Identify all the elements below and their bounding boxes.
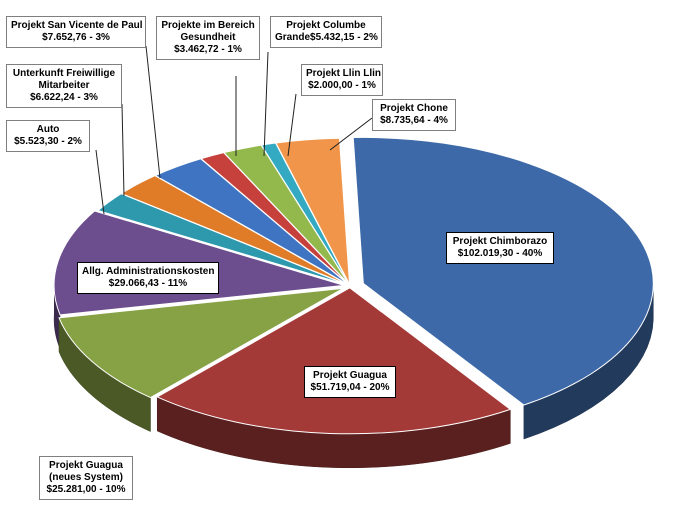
pie-sides bbox=[53, 280, 654, 469]
label-unterkunft-name: Unterkunft Freiwillige bbox=[12, 68, 116, 79]
label-llin-llin-value: $2.000,00 - 1% bbox=[308, 80, 376, 91]
label-guagua-neues-system: Projekt Guagua (neues System) $25.281,00… bbox=[39, 456, 133, 500]
label-admin-name: Allg. Administrationskosten bbox=[82, 266, 215, 277]
label-chimborazo-name: Projekt Chimborazo bbox=[452, 236, 548, 247]
label-unterkunft-value: $6.622,24 - 3% bbox=[30, 92, 98, 103]
leader-line bbox=[263, 51, 269, 157]
label-llin-llin-name: Projekt Llin Llin bbox=[306, 68, 382, 79]
pie-slice-projekt-chone bbox=[275, 137, 351, 285]
pie-slice-projekt-guagua-neues-system- bbox=[58, 287, 344, 399]
label-gesundheit-value: $3.462,72 - 1% bbox=[174, 44, 242, 55]
label-auto-value: $5.523,30 - 2% bbox=[14, 136, 82, 147]
label-guagua-neues-name: Projekt Guagua bbox=[49, 460, 123, 471]
label-chone-value: $8.735,64 - 4% bbox=[380, 115, 448, 126]
label-columbe: Projekt Columbe Grande$5.432,15 - 2% bbox=[270, 16, 382, 48]
leader-line bbox=[121, 103, 125, 197]
label-guagua-name: Projekt Guagua bbox=[313, 370, 387, 381]
label-llin-llin: Projekt Llin Llin $2.000,00 - 1% bbox=[301, 64, 383, 96]
label-admin: Allg. Administrationskosten $29.066,43 -… bbox=[77, 262, 219, 294]
leader-line bbox=[95, 149, 105, 215]
label-gesundheit: Projekte im Bereich Gesundheit $3.462,72… bbox=[156, 16, 260, 60]
label-san-vicente-name: Projekt San Vicente de Paul bbox=[11, 20, 143, 31]
label-chimborazo-value: $102.019,30 - 40% bbox=[457, 248, 543, 259]
label-auto-name: Auto bbox=[36, 124, 60, 135]
label-guagua-value: $51.719,04 - 20% bbox=[310, 382, 390, 393]
label-guagua-neues-value: $25.281,00 - 10% bbox=[46, 484, 126, 495]
label-admin-value: $29.066,43 - 11% bbox=[108, 278, 188, 289]
pie-slice-projekt-guagua bbox=[156, 287, 512, 435]
leader-line bbox=[145, 45, 161, 179]
label-gesundheit-name: Projekte im Bereich bbox=[161, 20, 255, 31]
label-chone: Projekt Chone $8.735,64 - 4% bbox=[372, 99, 456, 131]
leader-lines bbox=[95, 45, 373, 215]
label-san-vicente-value: $7.652,76 - 3% bbox=[42, 32, 110, 43]
label-columbe-value: Grande$5.432,15 - 2% bbox=[275, 32, 378, 43]
label-san-vicente: Projekt San Vicente de Paul $7.652,76 - … bbox=[6, 16, 146, 48]
label-auto: Auto $5.523,30 - 2% bbox=[6, 120, 90, 152]
pie-slice-projekt-chimborazo bbox=[352, 136, 654, 406]
label-unterkunft: Unterkunft Freiwillige Mitarbeiter $6.62… bbox=[6, 64, 122, 108]
label-unterkunft-sub: Mitarbeiter bbox=[38, 80, 90, 91]
label-gesundheit-sub: Gesundheit bbox=[180, 32, 236, 43]
leader-line bbox=[287, 93, 297, 157]
label-chone-name: Projekt Chone bbox=[380, 103, 448, 114]
label-columbe-name: Projekt Columbe bbox=[286, 20, 366, 31]
label-guagua: Projekt Guagua $51.719,04 - 20% bbox=[304, 366, 396, 398]
label-guagua-neues-sub: (neues System) bbox=[49, 472, 123, 483]
leader-line bbox=[329, 117, 373, 151]
label-chimborazo: Projekt Chimborazo $102.019,30 - 40% bbox=[446, 232, 554, 264]
